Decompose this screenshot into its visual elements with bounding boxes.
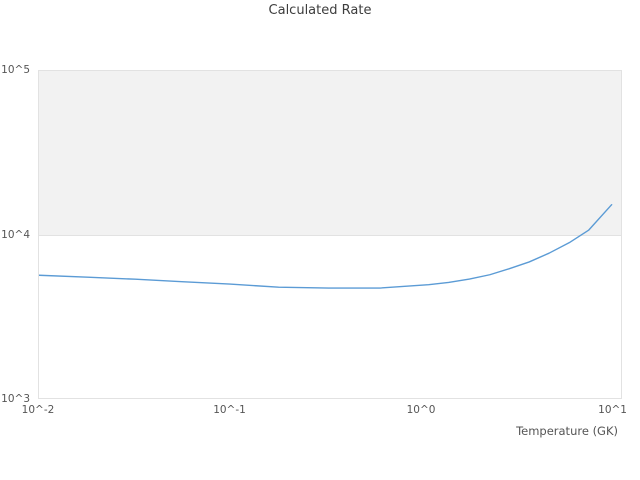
x-axis: 10^-2 10^-1 10^0 10^1 [22, 403, 627, 419]
x-axis-title: Temperature (GK) [516, 424, 618, 438]
rate-line-series [39, 203, 613, 289]
y-tick-label: 10^5 [1, 64, 30, 76]
y-axis: 10^3 10^4 10^5 [0, 64, 38, 405]
chart-title: Calculated Rate [268, 3, 372, 18]
x-tick-label: 10^-1 [213, 404, 246, 416]
y-tick-label: 10^3 [1, 393, 30, 405]
x-tick-label: 10^1 [598, 404, 627, 416]
y-tick-label: 10^4 [1, 228, 30, 241]
x-tick-label: 10^0 [406, 404, 436, 416]
x-tick-label: 10^-2 [21, 404, 55, 416]
plot-area [38, 70, 622, 399]
highlight-band [39, 71, 621, 236]
